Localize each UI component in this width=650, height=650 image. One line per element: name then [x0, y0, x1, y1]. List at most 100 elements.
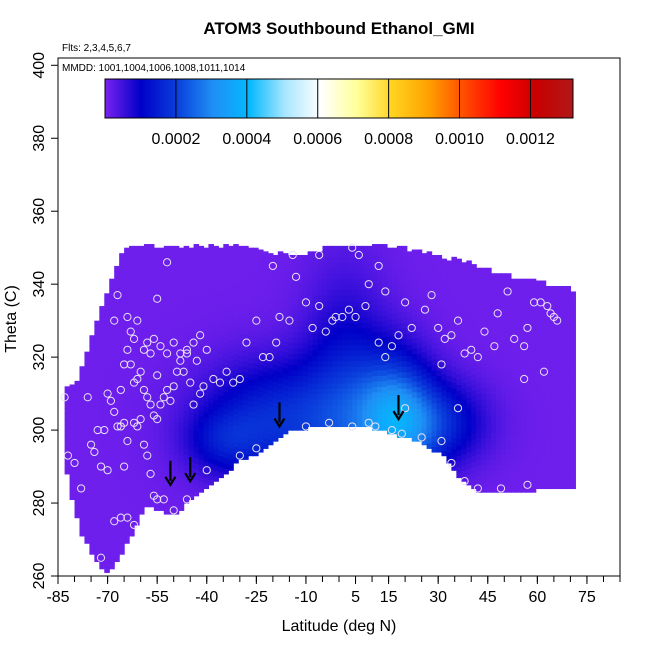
field-cell: [391, 395, 398, 402]
field-cell: [138, 481, 145, 488]
field-cell: [114, 430, 120, 437]
field-cell: [262, 415, 269, 422]
field-cell: [357, 295, 363, 302]
field-cell: [287, 369, 294, 376]
field-cell: [456, 296, 462, 304]
field-cell: [158, 472, 165, 479]
field-cell: [178, 247, 185, 254]
field-cell: [525, 393, 532, 400]
field-cell: [367, 382, 373, 389]
field-cell: [540, 280, 547, 287]
field-cell: [357, 256, 363, 263]
field-cell: [317, 273, 324, 280]
field-cell: [74, 402, 81, 409]
field-cell: [267, 351, 274, 358]
field-cell: [143, 282, 150, 289]
field-cell: [193, 408, 200, 415]
field-cell: [441, 389, 448, 397]
field-cell: [89, 379, 95, 386]
field-cell: [218, 335, 224, 342]
field-cell: [386, 395, 393, 402]
field-cell: [476, 377, 482, 384]
field-cell: [481, 273, 487, 280]
field-cell: [347, 371, 353, 378]
field-cell: [431, 342, 438, 349]
field-cell: [347, 349, 353, 356]
field-cell: [317, 278, 324, 285]
field-cell: [228, 388, 234, 395]
field-cell: [233, 419, 239, 426]
field-cell: [505, 442, 512, 449]
field-cell: [461, 311, 467, 318]
field-cell: [168, 322, 175, 329]
field-cell: [292, 298, 299, 305]
field-cell: [153, 335, 160, 342]
field-cell: [258, 315, 264, 322]
field-cell: [486, 267, 492, 274]
field-cell: [213, 349, 219, 356]
field-cell: [337, 382, 343, 389]
field-cell: [302, 298, 309, 305]
field-cell: [446, 375, 452, 382]
field-cell: [148, 320, 155, 327]
observation-point: [420, 305, 430, 314]
field-cell: [391, 269, 398, 276]
field-cell: [213, 448, 219, 455]
field-cell: [312, 262, 319, 269]
field-cell: [500, 338, 507, 345]
field-cell: [367, 256, 373, 263]
field-cell: [287, 408, 294, 415]
field-cell: [297, 348, 304, 355]
field-cell: [173, 497, 180, 504]
field-cell: [203, 351, 210, 358]
field-cell: [550, 340, 557, 347]
field-cell: [223, 293, 229, 300]
field-cell: [555, 428, 562, 435]
field-cell: [138, 404, 145, 411]
field-cell: [510, 284, 517, 291]
field-cell: [496, 289, 502, 296]
field-cell: [203, 395, 210, 402]
field-cell: [74, 490, 81, 497]
field-cell: [367, 306, 373, 313]
field-cell: [138, 256, 145, 263]
field-cell: [262, 273, 269, 280]
field-cell: [148, 424, 155, 431]
field-cell: [565, 291, 572, 298]
field-cell: [114, 457, 120, 464]
field-cell: [550, 302, 557, 309]
field-cell: [188, 488, 195, 495]
observation-point: [186, 378, 195, 387]
field-cell: [129, 503, 135, 510]
field-cell: [496, 273, 502, 280]
field-cell: [148, 298, 155, 305]
field-cell: [381, 244, 388, 251]
field-cell: [163, 415, 170, 422]
field-cell: [238, 284, 244, 291]
field-cell: [386, 329, 393, 336]
field-cell: [198, 415, 205, 422]
field-cell: [476, 338, 482, 345]
field-cell: [486, 464, 492, 471]
field-cell: [347, 245, 353, 252]
field-cell: [89, 488, 95, 495]
field-cell: [218, 264, 224, 271]
field-cell: [208, 337, 214, 344]
field-cell: [173, 273, 180, 280]
field-cell: [555, 417, 562, 424]
field-cell: [322, 360, 329, 367]
field-cell: [545, 428, 552, 435]
field-cell: [327, 355, 333, 362]
field-cell: [322, 300, 329, 307]
field-cell: [520, 338, 527, 345]
field-cell: [99, 475, 105, 482]
field-cell: [565, 324, 572, 331]
field-cell: [307, 300, 314, 307]
field-cell: [129, 464, 135, 471]
field-cell: [367, 289, 373, 296]
field-cell: [327, 410, 333, 417]
field-cell: [282, 368, 289, 375]
field-cell: [248, 335, 254, 342]
field-cell: [302, 419, 309, 426]
field-cell: [198, 470, 205, 477]
